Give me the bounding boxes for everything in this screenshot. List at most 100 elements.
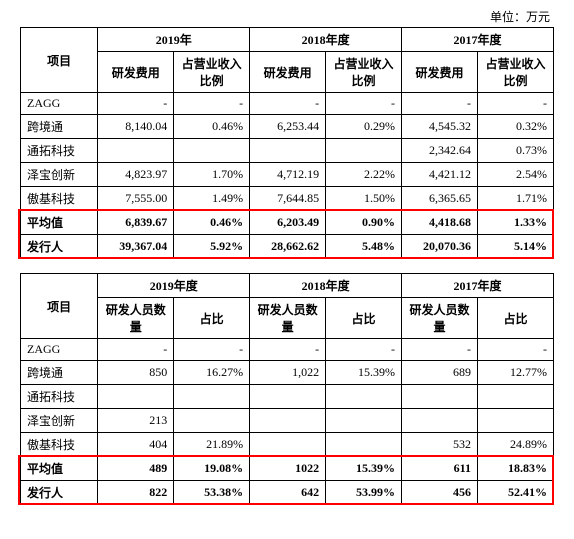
cell-value: 0.90% (326, 211, 402, 235)
table-row: 通拓科技 2,342.640.73% (21, 139, 554, 163)
cell-value: 1,022 (250, 361, 326, 385)
th-year-2018: 2018年度 (250, 274, 402, 298)
cell-value: 2,342.64 (402, 139, 478, 163)
table1-wrap: 项目 2019年 2018年度 2017年度 研发费用 占营业收入比例 研发费用… (20, 27, 554, 259)
cell-value: - (250, 93, 326, 115)
cell-value: 4,421.12 (402, 163, 478, 187)
th-sub: 研发人员数量 (402, 298, 478, 339)
cell-value: 0.46% (174, 211, 250, 235)
cell-value: 12.77% (477, 361, 553, 385)
th-year-2017: 2017年度 (402, 28, 554, 52)
th-sub: 研发人员数量 (250, 298, 326, 339)
cell-value: 822 (98, 481, 174, 505)
cell-value: 0.29% (326, 115, 402, 139)
cell-value (174, 139, 250, 163)
row-label: 发行人 (21, 481, 98, 505)
th-year-2019: 2019年 (98, 28, 250, 52)
cell-value: 404 (98, 433, 174, 457)
cell-value: 7,644.85 (250, 187, 326, 211)
cell-value (98, 139, 174, 163)
table-row: 傲基科技40421.89%53224.89% (21, 433, 554, 457)
cell-value: - (174, 339, 250, 361)
th-sub: 研发费用 (402, 52, 478, 93)
cell-value: - (477, 339, 553, 361)
cell-value (250, 139, 326, 163)
cell-value: 689 (402, 361, 478, 385)
cell-value: - (98, 93, 174, 115)
row-label: 平均值 (21, 211, 98, 235)
table-row: 平均值6,839.670.46%6,203.490.90%4,418.681.3… (21, 211, 554, 235)
th-sub: 占比 (477, 298, 553, 339)
row-label: 跨境通 (21, 115, 98, 139)
cell-value: 489 (98, 457, 174, 481)
cell-value (98, 385, 174, 409)
th-sub: 占营业收入比例 (174, 52, 250, 93)
cell-value: 4,712.19 (250, 163, 326, 187)
th-year-2017: 2017年度 (402, 274, 554, 298)
th-sub: 占营业收入比例 (477, 52, 553, 93)
table-row: 通拓科技 (21, 385, 554, 409)
cell-value: 16.27% (174, 361, 250, 385)
th-year-2019: 2019年度 (98, 274, 250, 298)
table2-wrap: 项目 2019年度 2018年度 2017年度 研发人员数量 占比 研发人员数量… (20, 273, 554, 505)
th-project: 项目 (21, 28, 98, 93)
cell-value: 15.39% (326, 457, 402, 481)
cell-value: 6,839.67 (98, 211, 174, 235)
cell-value: 2.54% (477, 163, 553, 187)
table-row: 跨境通8,140.040.46%6,253.440.29%4,545.320.3… (21, 115, 554, 139)
cell-value (477, 409, 553, 433)
row-label: ZAGG (21, 339, 98, 361)
row-label: 通拓科技 (21, 139, 98, 163)
cell-value: 1.71% (477, 187, 553, 211)
row-label: 通拓科技 (21, 385, 98, 409)
cell-value: 2.22% (326, 163, 402, 187)
th-sub: 占比 (326, 298, 402, 339)
cell-value: - (477, 93, 553, 115)
table-row: 泽宝创新4,823.971.70%4,712.192.22%4,421.122.… (21, 163, 554, 187)
row-label: 傲基科技 (21, 433, 98, 457)
cell-value (250, 385, 326, 409)
cell-value: 5.92% (174, 235, 250, 259)
th-sub: 研发人员数量 (98, 298, 174, 339)
cell-value: 611 (402, 457, 478, 481)
table-row: ZAGG------ (21, 93, 554, 115)
row-label: 泽宝创新 (21, 163, 98, 187)
cell-value: 0.46% (174, 115, 250, 139)
cell-value: 1.49% (174, 187, 250, 211)
cell-value: 1.33% (477, 211, 553, 235)
cell-value: 19.08% (174, 457, 250, 481)
th-year-2018: 2018年度 (250, 28, 402, 52)
cell-value: 28,662.62 (250, 235, 326, 259)
cell-value: 4,418.68 (402, 211, 478, 235)
cell-value: 4,823.97 (98, 163, 174, 187)
cell-value: 532 (402, 433, 478, 457)
cell-value: 24.89% (477, 433, 553, 457)
cell-value (174, 409, 250, 433)
table-row: ZAGG------ (21, 339, 554, 361)
cell-value: - (174, 93, 250, 115)
unit-label: 单位：万元 (20, 8, 554, 25)
cell-value: - (326, 339, 402, 361)
table-row: 跨境通85016.27%1,02215.39%68912.77% (21, 361, 554, 385)
cell-value: 642 (250, 481, 326, 505)
cell-value: - (402, 339, 478, 361)
cell-value (402, 409, 478, 433)
cell-value: - (250, 339, 326, 361)
cell-value (326, 433, 402, 457)
row-label: 发行人 (21, 235, 98, 259)
cell-value: 8,140.04 (98, 115, 174, 139)
th-sub: 研发费用 (98, 52, 174, 93)
cell-value (402, 385, 478, 409)
th-sub: 占营业收入比例 (326, 52, 402, 93)
cell-value: 0.32% (477, 115, 553, 139)
th-project: 项目 (21, 274, 98, 339)
cell-value: 1022 (250, 457, 326, 481)
table-row: 发行人39,367.045.92%28,662.625.48%20,070.36… (21, 235, 554, 259)
row-label: 跨境通 (21, 361, 98, 385)
cell-value (174, 385, 250, 409)
cell-value: - (402, 93, 478, 115)
cell-value (250, 409, 326, 433)
table-row: 傲基科技7,555.001.49%7,644.851.50%6,365.651.… (21, 187, 554, 211)
cell-value: 213 (98, 409, 174, 433)
cell-value: 0.73% (477, 139, 553, 163)
